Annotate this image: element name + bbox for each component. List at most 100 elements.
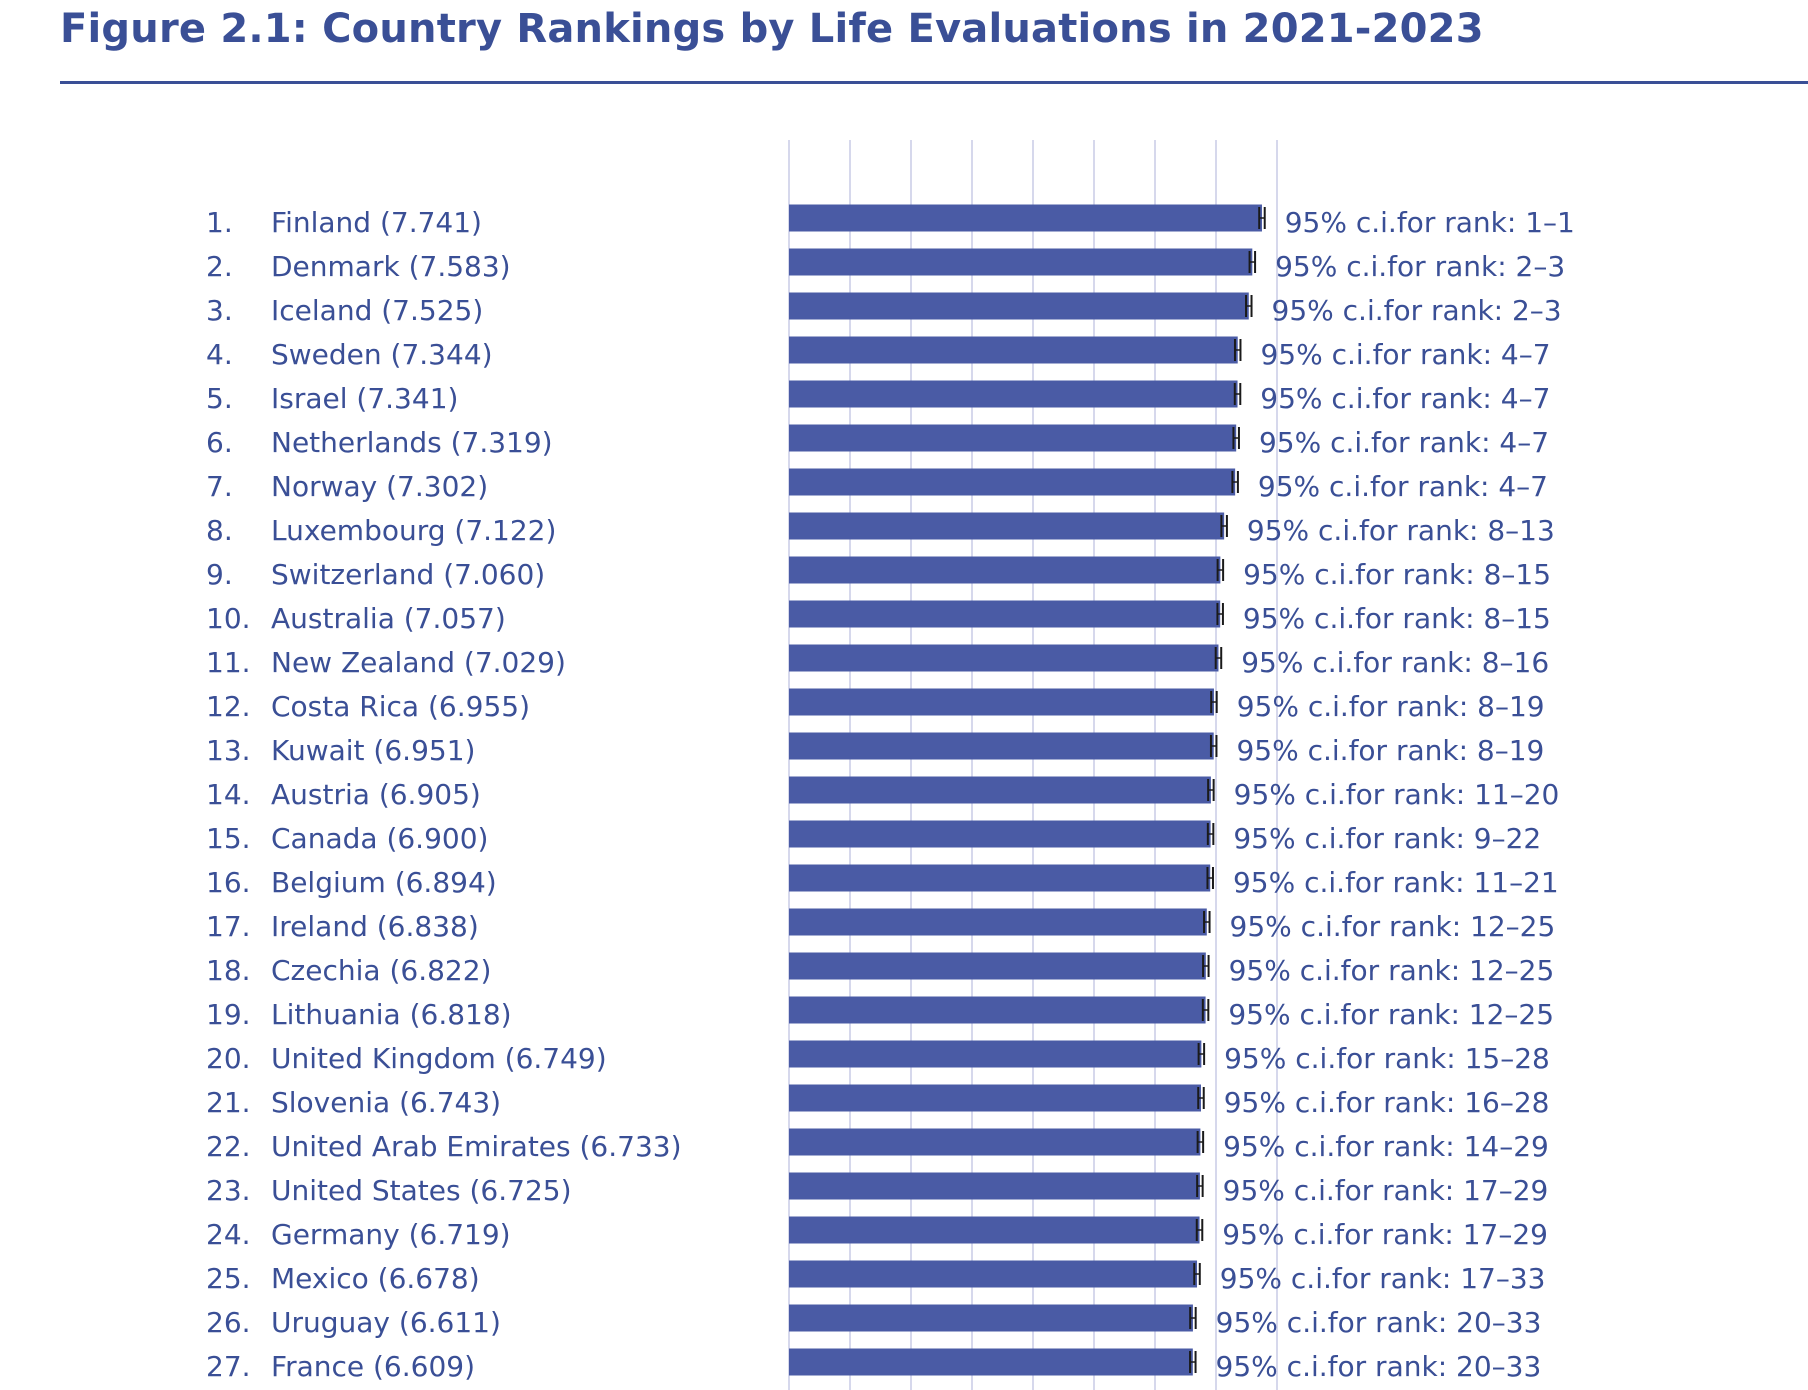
bar	[789, 600, 1221, 628]
rank-label: 25.	[206, 1262, 251, 1295]
ci-label: 95% c.i.for rank: 14–29	[1223, 1130, 1549, 1163]
bar	[789, 732, 1214, 760]
country-label: Netherlands (7.319)	[271, 426, 553, 459]
ci-label: 95% c.i.for rank: 2–3	[1272, 294, 1562, 327]
ci-label: 95% c.i.for rank: 4–7	[1258, 470, 1548, 503]
rank-label: 1.	[206, 206, 233, 239]
bar	[789, 380, 1238, 408]
ci-label: 95% c.i.for rank: 12–25	[1230, 910, 1556, 943]
rank-label: 27.	[206, 1350, 251, 1383]
ci-label: 95% c.i.for rank: 20–33	[1216, 1350, 1542, 1383]
country-label: United States (6.725)	[271, 1174, 572, 1207]
rank-label: 23.	[206, 1174, 251, 1207]
country-label: Belgium (6.894)	[271, 866, 497, 899]
bar	[789, 512, 1225, 540]
ci-label: 95% c.i.for rank: 2–3	[1275, 250, 1565, 283]
country-label: United Arab Emirates (6.733)	[271, 1130, 682, 1163]
ci-label: 95% c.i.for rank: 16–28	[1224, 1086, 1550, 1119]
country-label: Sweden (7.344)	[271, 338, 493, 371]
ci-label: 95% c.i.for rank: 20–33	[1216, 1306, 1542, 1339]
rank-label: 22.	[206, 1130, 251, 1163]
bar	[789, 864, 1211, 892]
country-label: Canada (6.900)	[271, 822, 488, 855]
ci-label: 95% c.i.for rank: 4–7	[1259, 426, 1549, 459]
bar	[789, 1172, 1200, 1200]
gridlines	[788, 140, 1278, 1390]
bar	[789, 1040, 1202, 1068]
bar	[789, 688, 1214, 716]
country-label: Czechia (6.822)	[271, 954, 491, 987]
rank-label: 19.	[206, 998, 251, 1031]
rank-label: 13.	[206, 734, 251, 767]
country-label: Finland (7.741)	[271, 206, 482, 239]
country-label: Ireland (6.838)	[271, 910, 479, 943]
bar	[789, 336, 1238, 364]
rank-label: 24.	[206, 1218, 251, 1251]
country-label: Germany (6.719)	[271, 1218, 511, 1251]
bar	[789, 468, 1236, 496]
bar	[789, 1304, 1193, 1332]
error-bars	[1189, 207, 1266, 1373]
rank-label: 10.	[206, 602, 251, 635]
ci-label: 95% c.i.for rank: 17–29	[1223, 1174, 1549, 1207]
bar	[789, 424, 1237, 452]
rank-label: 20.	[206, 1042, 251, 1075]
bar	[789, 996, 1206, 1024]
country-label: Norway (7.302)	[271, 470, 488, 503]
rank-label: 16.	[206, 866, 251, 899]
bar	[789, 1128, 1201, 1156]
rank-label: 18.	[206, 954, 251, 987]
ci-label: 95% c.i.for rank: 12–25	[1228, 998, 1554, 1031]
bars	[789, 204, 1262, 1376]
bar	[789, 292, 1249, 320]
bar	[789, 1084, 1201, 1112]
ci-label: 95% c.i.for rank: 9–22	[1233, 822, 1541, 855]
rank-label: 14.	[206, 778, 251, 811]
ci-label: 95% c.i.for rank: 4–7	[1260, 338, 1550, 371]
country-label: France (6.609)	[271, 1350, 475, 1383]
country-label: Australia (7.057)	[271, 602, 506, 635]
ci-label: 95% c.i.for rank: 1–1	[1285, 206, 1575, 239]
ci-label: 95% c.i.for rank: 8–16	[1241, 646, 1549, 679]
bar	[789, 556, 1221, 584]
country-label: Lithuania (6.818)	[271, 998, 512, 1031]
country-label: Luxembourg (7.122)	[271, 514, 556, 547]
country-label: New Zealand (7.029)	[271, 646, 566, 679]
country-label: Slovenia (6.743)	[271, 1086, 501, 1119]
bar	[789, 952, 1206, 980]
ci-label: 95% c.i.for rank: 4–7	[1260, 382, 1550, 415]
ci-label: 95% c.i.for rank: 8–19	[1237, 690, 1545, 723]
rank-label: 6.	[206, 426, 233, 459]
country-label: Kuwait (6.951)	[271, 734, 475, 767]
bar	[789, 204, 1262, 232]
rank-label: 12.	[206, 690, 251, 723]
ci-label: 95% c.i.for rank: 8–13	[1247, 514, 1555, 547]
rank-label: 7.	[206, 470, 233, 503]
ci-label: 95% c.i.for rank: 17–33	[1220, 1262, 1546, 1295]
country-label: Denmark (7.583)	[271, 250, 511, 283]
rank-label: 11.	[206, 646, 251, 679]
country-label: United Kingdom (6.749)	[271, 1042, 607, 1075]
ci-label: 95% c.i.for rank: 8–15	[1243, 558, 1551, 591]
rank-label: 21.	[206, 1086, 251, 1119]
ci-label: 95% c.i.for rank: 15–28	[1224, 1042, 1550, 1075]
ci-label: 95% c.i.for rank: 12–25	[1229, 954, 1555, 987]
title-rule	[60, 81, 1808, 84]
bar	[789, 820, 1211, 848]
bar	[789, 248, 1253, 276]
rank-label: 15.	[206, 822, 251, 855]
rank-label: 26.	[206, 1306, 251, 1339]
bar	[789, 1216, 1200, 1244]
rank-label: 5.	[206, 382, 233, 415]
country-label: Uruguay (6.611)	[271, 1306, 501, 1339]
country-label: Iceland (7.525)	[271, 294, 483, 327]
rank-label: 3.	[206, 294, 233, 327]
country-label: Costa Rica (6.955)	[271, 690, 530, 723]
rank-label: 9.	[206, 558, 233, 591]
ci-label: 95% c.i.for rank: 11–20	[1234, 778, 1560, 811]
rank-label: 8.	[206, 514, 233, 547]
bar	[789, 908, 1207, 936]
rank-label: 17.	[206, 910, 251, 943]
rank-label: 4.	[206, 338, 233, 371]
